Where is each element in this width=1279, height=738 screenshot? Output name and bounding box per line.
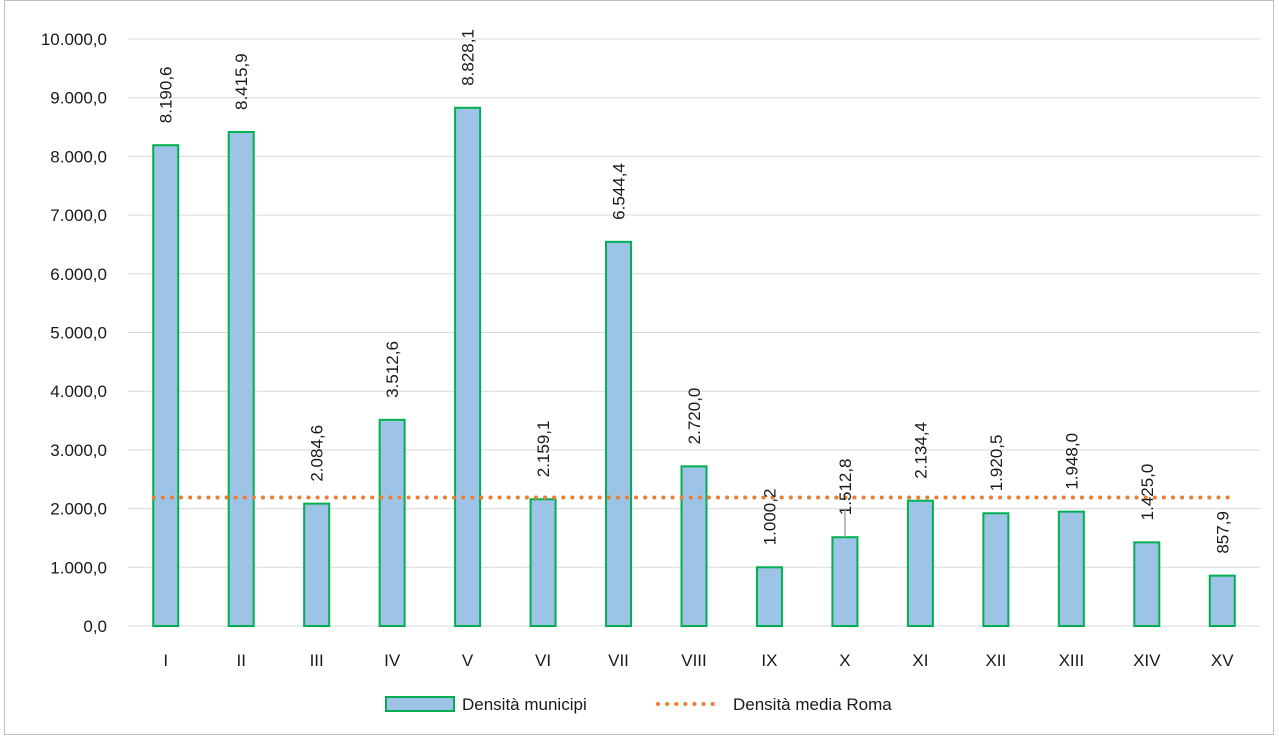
x-tick-label: VIII [681,651,707,670]
x-tick-label: II [236,651,245,670]
y-tick-label: 9.000,0 [50,89,107,108]
data-label: 857,9 [1213,511,1232,554]
bar [378,418,406,628]
bar [831,536,859,628]
data-labels: 8.190,6 8.415,9 2.084,6 3.512,6 8.828,1 2.159… [157,29,1233,554]
data-label: 6.544,4 [610,163,629,220]
y-tick-label: 1.000,0 [50,558,107,577]
x-tick-label: XII [985,651,1006,670]
x-axis-ticks: I II III IV V VI VII VIII IX X XI XII XIII XIV XV [163,651,1234,670]
x-tick-label: X [839,651,850,670]
data-label: 8.190,6 [157,66,176,123]
x-tick-label: XV [1211,651,1234,670]
data-label: 3.512,6 [383,341,402,398]
bar [755,566,783,628]
data-label: 1.948,0 [1062,433,1081,490]
data-label: 1.000,2 [760,489,779,546]
y-axis-ticks: 0,0 1.000,0 2.000,0 3.000,0 4.000,0 5.000,0 6.… [41,30,107,636]
bar [1208,574,1236,628]
y-tick-label: 4.000,0 [50,382,107,401]
x-tick-label: XIV [1133,651,1161,670]
x-tick-label: VI [535,651,551,670]
legend-label-line: Densità media Roma [733,695,892,714]
legend: Densità municipi Densità media Roma [385,695,892,714]
bar [605,240,633,627]
x-tick-label: III [310,651,324,670]
y-tick-label: 6.000,0 [50,265,107,284]
bar [454,106,482,627]
data-label: 8.415,9 [232,53,251,110]
bar [982,512,1010,628]
bar [1057,510,1085,628]
bar [906,499,934,628]
x-tick-label: IV [384,651,401,670]
data-label: 2.159,1 [534,421,553,478]
x-tick-label: XIII [1059,651,1085,670]
data-label: 8.828,1 [459,29,478,86]
legend-swatch-bars [385,696,455,712]
y-tick-label: 10.000,0 [41,30,107,49]
data-label: 2.134,4 [911,422,930,479]
y-tick-label: 0,0 [83,617,107,636]
y-tick-label: 7.000,0 [50,206,107,225]
data-label: 2.720,0 [685,388,704,445]
y-tick-label: 5.000,0 [50,324,107,343]
bar [152,144,180,627]
bar [227,130,255,627]
x-tick-label: I [163,651,168,670]
bars [152,106,1236,628]
y-tick-label: 3.000,0 [50,441,107,460]
y-tick-label: 8.000,0 [50,147,107,166]
data-label: 1.512,8 [836,458,855,515]
data-label: 1.920,5 [987,435,1006,492]
legend-label-bars: Densità municipi [462,695,587,714]
bar [680,465,708,627]
data-label: 1.425,0 [1138,464,1157,521]
data-label: 2.084,6 [308,425,327,482]
x-tick-label: VII [608,651,629,670]
bar [303,502,331,627]
x-tick-label: IX [761,651,777,670]
y-tick-label: 2.000,0 [50,500,107,519]
x-tick-label: XI [912,651,928,670]
x-tick-label: V [462,651,474,670]
bar [529,498,557,627]
bar [1133,541,1161,627]
